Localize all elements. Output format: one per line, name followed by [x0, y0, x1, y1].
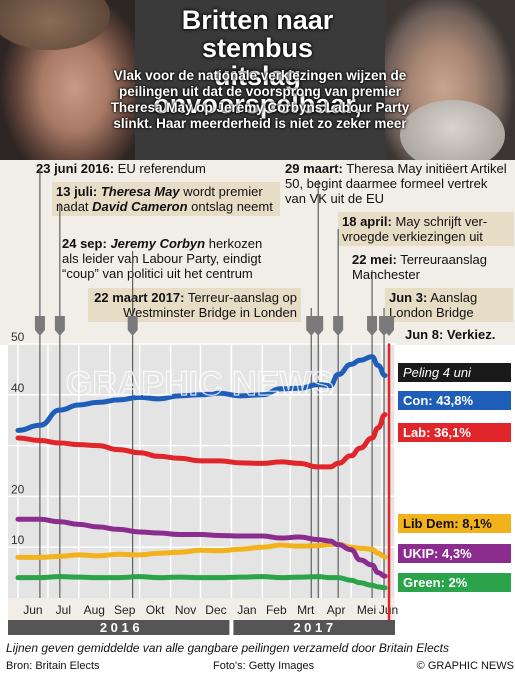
- event-marker-pin-tip: [333, 330, 344, 336]
- legend-ukip: UKIP: 4,3%: [398, 544, 511, 563]
- event-marker-pin: [54, 316, 65, 330]
- month-label: Jun: [23, 603, 42, 617]
- event-marker-pin: [127, 316, 138, 330]
- plot-area: JunJulAugSepOktNovDecJanFebMrtAprMeiJun2…: [8, 169, 398, 635]
- y-tick-label: 40: [11, 381, 25, 395]
- month-label: Okt: [146, 603, 165, 617]
- event-article-50: 29 maart: Theresa May initiëert Artikel …: [285, 161, 507, 206]
- source-credit: Bron: Britain Elects: [6, 660, 100, 672]
- event-marker-pin-tip: [34, 330, 45, 336]
- month-label: Dec: [205, 603, 226, 617]
- series-line-lib-dem: [15, 541, 388, 560]
- event-eu-referendum: 23 juni 2016: EU referendum: [36, 161, 206, 176]
- month-label: Mei: [357, 603, 376, 617]
- event-marker-pin-tip: [54, 330, 65, 336]
- y-tick-label: 50: [11, 330, 25, 344]
- legend-con: Con: 43,8%: [398, 391, 511, 410]
- event-marker-pin-tip: [306, 330, 317, 336]
- event-manchester-attack: 22 mei: Terreuraanslag Manchester: [352, 252, 487, 282]
- series-line-ukip: [15, 516, 388, 579]
- event-corbyn-reelected: 24 sep: Jeremy Corbyn herkozen als leide…: [62, 236, 263, 281]
- event-marker-pin: [333, 316, 344, 330]
- series-line-lab: [15, 412, 388, 470]
- month-label: Aug: [84, 603, 105, 617]
- chart-caption: Lijnen geven gemiddelde van alle gangbar…: [6, 641, 449, 655]
- event-may-premier: 13 juli: Theresa May wordt premier nadat…: [52, 182, 280, 216]
- month-label: Apr: [327, 603, 346, 617]
- header: Britten naar stembus uitslag onvoorspelba…: [0, 0, 515, 160]
- event-marker-pin: [313, 316, 324, 330]
- legend-libdem: Lib Dem: 8,1%: [398, 514, 511, 533]
- y-tick-label: 20: [11, 482, 25, 496]
- series-line-green: [15, 574, 388, 591]
- event-marker-pin-tip: [367, 330, 378, 336]
- graphic-news-credit: © GRAPHIC NEWS: [416, 660, 514, 672]
- intro-text: Vlak voor de nationale verkiezingen wijz…: [110, 68, 410, 131]
- event-snap-election: 18 april: May schrijft ver-vroegde verki…: [338, 212, 514, 246]
- event-marker-pin: [367, 316, 378, 330]
- month-axis-band: [8, 598, 395, 620]
- theresa-may-photo: [0, 0, 135, 160]
- series-line-con: [15, 354, 388, 433]
- year-band-2017: [233, 620, 395, 635]
- event-marker-pin-tip: [313, 330, 324, 336]
- jeremy-corbyn-photo: [385, 0, 515, 160]
- legend-green: Green: 2%: [398, 573, 511, 592]
- event-election-day: Jun 8: Verkiez.: [405, 327, 496, 342]
- year-band-2016: [8, 620, 230, 635]
- page-title: Britten naar stembus uitslag onvoorspelba…: [153, 5, 362, 119]
- year-label-2016: 2 0 1 6: [100, 620, 140, 635]
- month-label: Jan: [237, 603, 256, 617]
- event-marker-pin-tip: [384, 330, 395, 336]
- month-label: Nov: [175, 603, 196, 617]
- event-marker-pin-tip: [127, 330, 138, 336]
- legend-latest-poll: Peling 4 uni: [398, 363, 511, 382]
- event-london-bridge: Jun 3: Aanslag London Bridge: [385, 288, 513, 322]
- event-marker-pin: [34, 316, 45, 330]
- event-westminster-attack: 22 maart 2017: Terreur-aanslag op Westmi…: [88, 288, 301, 322]
- watermark: GRAPHIC NEWS: [66, 365, 334, 403]
- photo-credit: Foto's: Getty Images: [213, 660, 315, 672]
- legend-lab: Lab: 36,1%: [398, 423, 511, 442]
- y-tick-label: 10: [11, 533, 25, 547]
- month-label: Mrt: [297, 603, 315, 617]
- year-label-2017: 2 0 1 7: [293, 620, 333, 635]
- month-label: Sep: [114, 603, 136, 617]
- month-label: Feb: [266, 603, 287, 617]
- event-marker-pin: [384, 316, 395, 330]
- month-label: Jul: [56, 603, 71, 617]
- event-marker-pin: [306, 316, 317, 330]
